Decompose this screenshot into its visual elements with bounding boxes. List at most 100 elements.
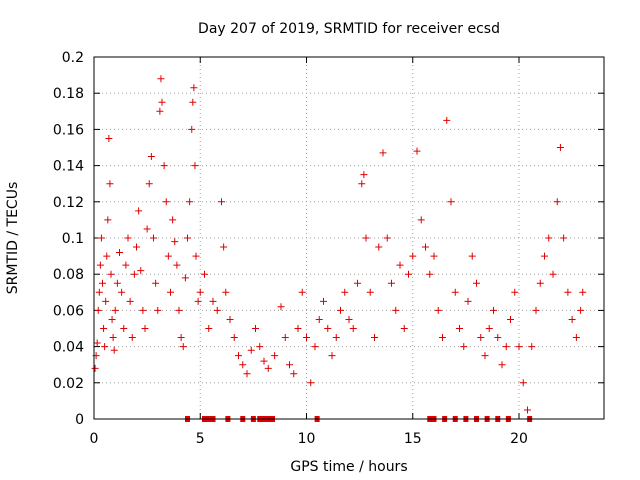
- x-tick-label: 10: [298, 431, 316, 447]
- data-point: [218, 198, 225, 206]
- data-point: [113, 279, 121, 287]
- data-points: [91, 75, 587, 422]
- y-tick-label: 0.18: [53, 86, 84, 102]
- data-point: [311, 343, 319, 351]
- data-point: [430, 252, 438, 260]
- data-point: [247, 346, 255, 354]
- data-point: [171, 238, 179, 246]
- data-point: [116, 248, 123, 256]
- data-point: [371, 334, 378, 342]
- data-point: [298, 288, 306, 296]
- data-point: [294, 325, 302, 332]
- data-point: [213, 306, 221, 314]
- data-point: [184, 234, 191, 242]
- data-point: [396, 261, 404, 269]
- x-tick-label: 0: [90, 431, 99, 447]
- data-point: [379, 149, 387, 157]
- data-point: [106, 180, 114, 188]
- data-point: [102, 297, 110, 305]
- data-point: [545, 234, 553, 242]
- data-point: [103, 252, 111, 260]
- data-point: [143, 225, 151, 233]
- data-point: [154, 306, 162, 314]
- data-point: [196, 288, 204, 296]
- data-point: [485, 325, 493, 332]
- data-point: [556, 144, 564, 151]
- data-point: [120, 325, 128, 332]
- data-point: [532, 306, 540, 314]
- data-point: [109, 334, 117, 342]
- y-tick-label: 0.02: [53, 376, 84, 392]
- data-point: [502, 343, 510, 351]
- data-point: [392, 306, 400, 314]
- y-tick-label: 0: [75, 412, 84, 428]
- data-point: [468, 252, 476, 260]
- data-point: [409, 252, 417, 260]
- data-point: [209, 297, 217, 305]
- data-point: [133, 243, 140, 251]
- data-point: [536, 279, 544, 287]
- data-point: [226, 315, 234, 323]
- y-tick-label: 0.14: [53, 159, 84, 175]
- data-point: [152, 279, 160, 287]
- data-point: [375, 243, 383, 251]
- data-point: [324, 325, 332, 332]
- data-point: [111, 306, 119, 314]
- data-point: [519, 379, 527, 387]
- data-point: [107, 270, 115, 278]
- data-point: [434, 306, 442, 314]
- data-point: [358, 180, 366, 188]
- data-point: [175, 306, 183, 314]
- data-point: [235, 352, 242, 360]
- data-point: [345, 315, 353, 323]
- data-point: [130, 270, 138, 278]
- y-tick-label: 0.1: [62, 231, 84, 247]
- data-point: [360, 171, 368, 179]
- x-axis-title: GPS time / hours: [290, 459, 407, 475]
- data-point: [264, 364, 272, 372]
- data-point: [164, 252, 172, 260]
- data-point: [156, 107, 164, 115]
- data-point: [568, 315, 576, 323]
- data-point: [141, 325, 149, 332]
- data-point: [447, 198, 455, 206]
- data-point: [417, 216, 425, 224]
- data-point: [189, 98, 197, 106]
- data-point: [494, 334, 502, 342]
- data-point: [524, 406, 531, 414]
- data-point: [332, 334, 340, 342]
- data-point: [158, 98, 166, 106]
- data-point: [167, 288, 174, 296]
- data-point: [349, 325, 357, 332]
- data-point: [101, 343, 109, 351]
- data-point: [169, 216, 177, 224]
- data-point: [383, 234, 391, 242]
- data-point: [362, 234, 370, 242]
- data-point: [97, 234, 105, 242]
- data-point: [239, 361, 247, 369]
- data-point: [549, 270, 557, 278]
- data-point: [177, 334, 185, 342]
- data-point: [271, 352, 279, 360]
- data-point: [201, 270, 208, 278]
- data-point: [147, 153, 155, 161]
- data-point: [173, 261, 181, 269]
- data-point: [105, 134, 113, 142]
- data-point: [110, 346, 118, 354]
- x-tick-label: 5: [196, 431, 205, 447]
- data-point: [220, 243, 228, 251]
- data-point: [443, 116, 451, 124]
- data-point: [320, 297, 327, 305]
- data-point: [541, 252, 548, 260]
- data-point: [473, 279, 480, 287]
- data-point: [205, 325, 213, 332]
- data-point: [96, 261, 104, 269]
- data-point: [366, 288, 374, 296]
- grid: [94, 57, 604, 419]
- data-point: [91, 364, 99, 372]
- plot-frame: [93, 56, 605, 420]
- data-point: [181, 274, 189, 282]
- data-point: [252, 325, 259, 332]
- data-point: [256, 343, 264, 351]
- data-point: [99, 279, 106, 287]
